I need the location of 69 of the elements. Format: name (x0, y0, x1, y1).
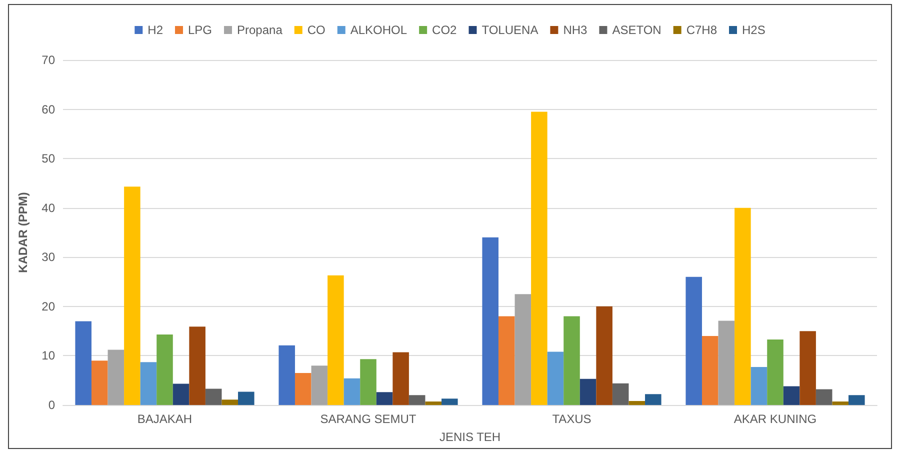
legend-label: Propana (237, 23, 283, 37)
bar (612, 383, 629, 405)
bar (156, 334, 173, 405)
x-tick-label: AKAR KUNING (734, 412, 817, 426)
y-tick-label: 70 (42, 53, 56, 67)
bar (294, 372, 312, 405)
bar (750, 367, 768, 405)
bar (718, 320, 735, 405)
x-tick-label: TAXUS (552, 412, 592, 426)
bar (783, 386, 800, 405)
bar (816, 389, 832, 405)
legend-label: TOLUENA (482, 23, 538, 37)
bar (344, 378, 360, 405)
bar (832, 402, 849, 405)
bar (800, 331, 816, 405)
bar (564, 316, 580, 405)
y-tick-label: 50 (42, 152, 56, 166)
bar (376, 392, 393, 405)
x-tick-label: SARANG SEMUT (320, 412, 417, 426)
bar (108, 350, 124, 405)
bar (75, 321, 92, 405)
legend-label: C7H8 (686, 23, 718, 37)
bar (408, 395, 426, 405)
bar (686, 276, 702, 405)
y-tick-label: 0 (48, 398, 56, 412)
bar (482, 237, 498, 405)
bar (311, 366, 328, 405)
bar (140, 362, 157, 405)
bar (222, 400, 238, 405)
bar (848, 395, 865, 405)
bar (498, 316, 515, 405)
x-tick-label: BAJAKAH (137, 412, 192, 426)
bar (514, 294, 532, 405)
legend-label: NH3 (563, 23, 588, 37)
y-tick-label: 10 (42, 348, 56, 363)
bar (580, 378, 596, 405)
bar (425, 402, 442, 405)
bar (392, 352, 409, 405)
y-tick-label: 60 (42, 102, 56, 116)
bar (91, 360, 108, 405)
y-axis-title: KADAR (PPM) (16, 192, 30, 273)
legend-label: LPG (188, 23, 212, 37)
bar (278, 345, 295, 405)
legend-label: ASETON (612, 23, 662, 37)
bar (767, 339, 784, 405)
bar (734, 208, 751, 405)
bar (328, 275, 344, 405)
legend-label: H2S (742, 23, 766, 37)
bar (189, 326, 206, 405)
bar (238, 392, 254, 405)
bar (205, 388, 222, 405)
legend-label: CO2 (432, 23, 458, 37)
bar (596, 306, 612, 405)
legend-label: CO (307, 23, 326, 37)
y-tick-label: 40 (42, 200, 56, 215)
legend-label: H2 (148, 23, 164, 37)
bar (645, 394, 662, 405)
bar (531, 112, 548, 405)
bar (702, 336, 718, 405)
x-axis-title: JENIS TEH (439, 430, 501, 444)
bar (547, 352, 564, 405)
bar (172, 384, 190, 405)
bar (124, 186, 140, 405)
legend-label: ALKOHOL (350, 23, 408, 37)
bar (360, 359, 376, 405)
y-tick-label: 20 (42, 299, 56, 314)
y-tick-label: 30 (42, 250, 56, 264)
bar (442, 398, 458, 405)
bar (628, 401, 646, 405)
